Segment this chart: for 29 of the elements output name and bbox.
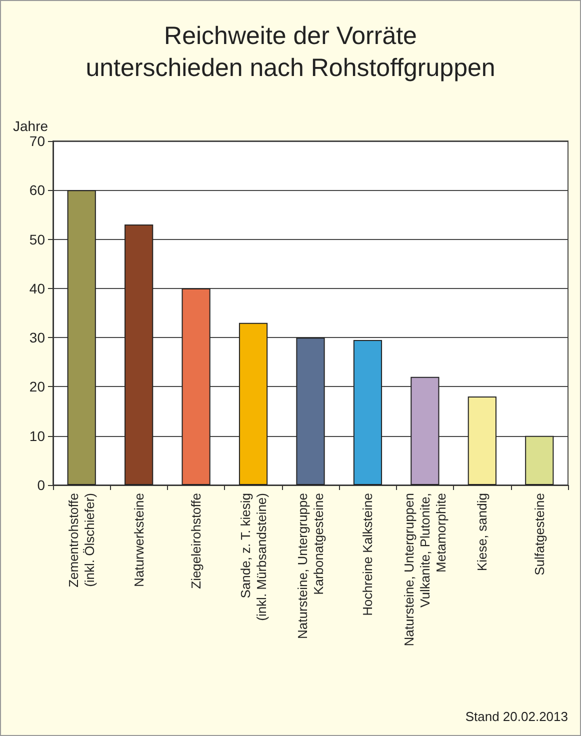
x-tick-label: Sande, z. T. kiesig (inkl. Mürbsandsteine) bbox=[238, 493, 269, 621]
y-tick-label: 20 bbox=[29, 378, 46, 395]
bar bbox=[238, 322, 268, 485]
x-tick-label: Zementrohstoffe (inkl. Ölschiefer) bbox=[66, 493, 98, 588]
bar bbox=[296, 338, 325, 485]
y-tick-label: 70 bbox=[29, 133, 46, 149]
x-tick-label: Sulfatgesteine bbox=[532, 493, 547, 576]
x-tick-label: Natursteine, Untergruppen Vulkanite, Plutonite, Metamorphite bbox=[401, 493, 448, 646]
bar bbox=[124, 224, 154, 485]
bar bbox=[353, 340, 382, 485]
x-tick-label: Kiese, sandig bbox=[474, 493, 490, 572]
text: Stand 20.02.2013 bbox=[465, 709, 568, 724]
x-tick-label: Ziegeleirohstoffe bbox=[188, 493, 204, 589]
y-tick-label: 40 bbox=[29, 280, 46, 296]
chart-title: Reichweite der Vorräte unterschieden nach Rohstoffgruppen bbox=[86, 22, 496, 82]
x-tick-label: Naturwerksteine bbox=[131, 493, 146, 587]
y-tick-label: 10 bbox=[29, 428, 46, 444]
y-axis-title: Jahre bbox=[13, 118, 48, 134]
y-tick-label: 60 bbox=[29, 182, 46, 198]
bar bbox=[182, 288, 210, 485]
y-tick-label: 30 bbox=[29, 330, 46, 346]
bar bbox=[67, 190, 96, 485]
y-tick-label: 50 bbox=[29, 231, 46, 248]
bar bbox=[468, 396, 496, 485]
x-tick-label: Natursteine, Untergruppe Karbonatgesteine bbox=[295, 493, 326, 639]
bar bbox=[410, 376, 440, 485]
bar bbox=[525, 436, 554, 485]
x-tick-label: Hochreine Kalksteine bbox=[360, 493, 376, 616]
y-tick-label: 0 bbox=[37, 477, 46, 493]
